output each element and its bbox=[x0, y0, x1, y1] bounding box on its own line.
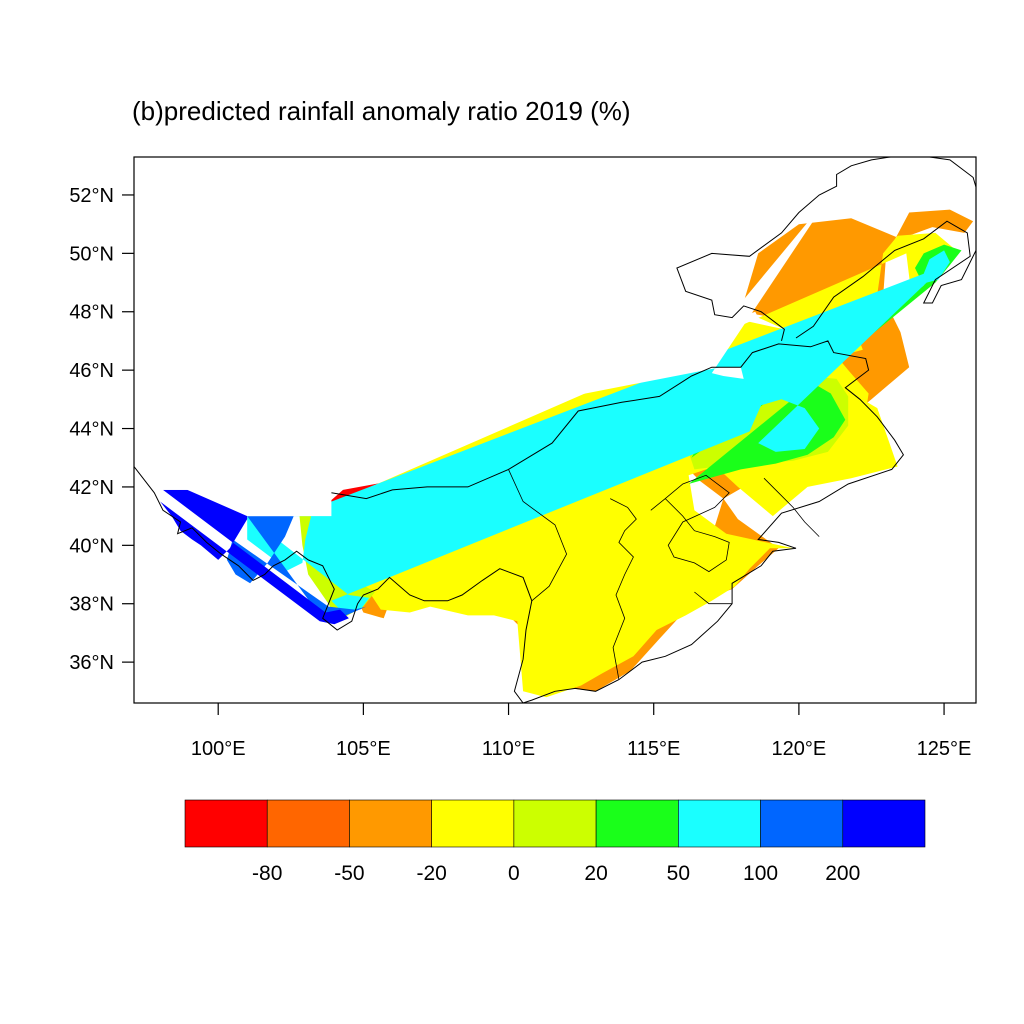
region-outline-1 bbox=[676, 157, 976, 342]
lon-tick-label: 115°E bbox=[627, 738, 680, 760]
colorbar-label: 0 bbox=[508, 862, 520, 885]
province-boundary-3 bbox=[763, 477, 820, 537]
colorbar-swatch bbox=[760, 799, 844, 848]
colorbar-swatch bbox=[678, 799, 761, 848]
lat-tick-label: 44°N bbox=[69, 419, 114, 441]
map-frame bbox=[133, 156, 977, 704]
colorbar-swatch bbox=[595, 799, 679, 848]
colorbar-swatch bbox=[842, 799, 926, 848]
lat-tick-label: 36°N bbox=[69, 652, 114, 674]
lat-tick-label: 48°N bbox=[69, 302, 114, 324]
colorbar-label: 20 bbox=[584, 862, 607, 885]
lon-tick-label: 120°E bbox=[772, 738, 827, 760]
colorbar-swatch bbox=[513, 799, 597, 848]
province-boundary-4 bbox=[694, 591, 733, 605]
colorbar-swatch bbox=[184, 799, 268, 848]
anomaly-region-6 bbox=[247, 250, 950, 610]
lat-tick-label: 46°N bbox=[69, 360, 114, 382]
map-title: (b)predicted rainfall anomaly ratio 2019… bbox=[132, 96, 631, 126]
colorbar-swatch bbox=[431, 799, 515, 848]
lon-tick-label: 110°E bbox=[482, 738, 535, 760]
colorbar-label: 200 bbox=[825, 862, 860, 885]
colorbar-label: 100 bbox=[743, 862, 778, 885]
lat-tick-label: 42°N bbox=[69, 477, 114, 499]
colorbar-label: 50 bbox=[667, 862, 690, 885]
colorbar-swatch bbox=[349, 799, 432, 848]
anomaly-region-9 bbox=[134, 159, 857, 517]
colorbar-label: -20 bbox=[416, 862, 446, 885]
lon-tick-label: 105°E bbox=[336, 738, 391, 760]
colorbar-label: -50 bbox=[334, 862, 364, 885]
lat-tick-label: 40°N bbox=[69, 535, 114, 557]
province-boundary-2 bbox=[650, 474, 730, 573]
lat-tick-label: 52°N bbox=[69, 185, 114, 207]
lon-tick-label: 125°E bbox=[917, 738, 972, 760]
lon-tick-label: 100°E bbox=[191, 738, 246, 760]
lat-tick-label: 38°N bbox=[69, 594, 114, 616]
province-boundary-1 bbox=[610, 498, 637, 680]
colorbar: -80 -50 -20 0 20 50 100 200 bbox=[184, 799, 926, 885]
region-outline-0 bbox=[134, 340, 905, 703]
colorbar-swatch bbox=[266, 799, 350, 848]
colorbar-label: -80 bbox=[252, 862, 282, 885]
axis-layer: 36°N 38°N 40°N 42°N 44°N 46°N 48°N 50°N 52°N 100°… bbox=[69, 185, 971, 760]
province-boundary-0 bbox=[508, 469, 568, 602]
lat-tick-label: 50°N bbox=[69, 243, 114, 265]
map-layer bbox=[134, 157, 976, 703]
